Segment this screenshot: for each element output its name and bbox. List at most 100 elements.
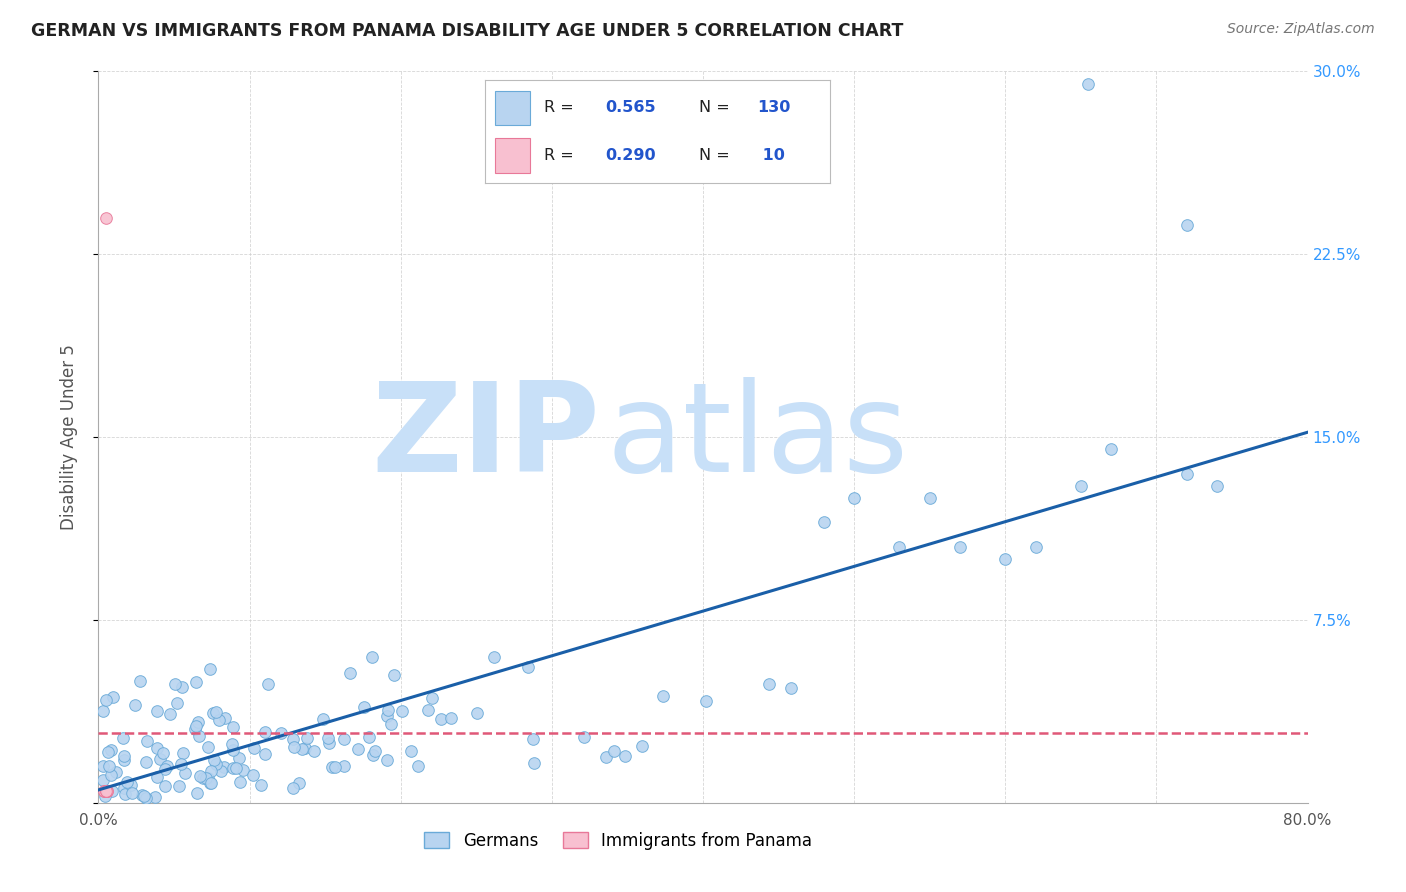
- Point: [281, 780, 304, 795]
- Point: [200, 775, 222, 789]
- Point: [1206, 479, 1229, 493]
- Text: GERMAN VS IMMIGRANTS FROM PANAMA DISABILITY AGE UNDER 5 CORRELATION CHART: GERMAN VS IMMIGRANTS FROM PANAMA DISABIL…: [31, 22, 903, 40]
- Point: [1077, 77, 1099, 91]
- Point: [304, 744, 326, 758]
- Point: [188, 729, 211, 743]
- Bar: [495, 137, 530, 173]
- Text: Source: ZipAtlas.com: Source: ZipAtlas.com: [1227, 22, 1375, 37]
- Point: [311, 712, 333, 726]
- Point: [346, 741, 368, 756]
- Point: [145, 770, 167, 784]
- Point: [429, 712, 451, 726]
- Point: [136, 734, 159, 748]
- Point: [112, 748, 135, 763]
- Point: [242, 740, 264, 755]
- Point: [382, 667, 405, 681]
- Point: [159, 707, 181, 722]
- Point: [166, 697, 188, 711]
- Point: [406, 759, 429, 773]
- Point: [135, 755, 157, 769]
- Point: [222, 743, 245, 757]
- Y-axis label: Disability Age Under 5: Disability Age Under 5: [59, 344, 77, 530]
- Point: [94, 783, 117, 797]
- Point: [94, 783, 117, 797]
- Point: [167, 780, 190, 794]
- Point: [184, 719, 207, 733]
- Point: [101, 690, 124, 704]
- Point: [172, 746, 194, 760]
- Point: [375, 708, 398, 723]
- Point: [1175, 467, 1198, 481]
- Point: [202, 753, 225, 767]
- Point: [221, 737, 243, 751]
- Point: [889, 540, 911, 554]
- Point: [114, 787, 136, 801]
- Text: 0.290: 0.290: [606, 148, 657, 162]
- Point: [91, 704, 114, 718]
- Point: [135, 791, 157, 805]
- Point: [253, 724, 276, 739]
- Point: [195, 771, 218, 785]
- Point: [253, 747, 276, 762]
- Point: [124, 698, 146, 713]
- Point: [380, 717, 402, 731]
- Point: [332, 731, 354, 746]
- Point: [949, 540, 972, 554]
- Point: [209, 764, 232, 778]
- Text: N =: N =: [699, 101, 734, 115]
- Point: [94, 783, 117, 797]
- Point: [205, 756, 228, 771]
- Point: [143, 790, 166, 805]
- Point: [295, 731, 318, 745]
- Point: [399, 744, 422, 758]
- Point: [112, 781, 135, 796]
- Point: [517, 659, 540, 673]
- Point: [204, 706, 226, 720]
- Text: 130: 130: [758, 101, 790, 115]
- Point: [422, 690, 444, 705]
- Point: [1070, 479, 1092, 493]
- Point: [294, 741, 316, 756]
- Point: [377, 752, 399, 766]
- Point: [357, 731, 380, 745]
- Point: [170, 757, 193, 772]
- Point: [197, 740, 219, 755]
- Point: [484, 650, 506, 665]
- Point: [522, 732, 544, 747]
- Point: [361, 747, 384, 762]
- Point: [465, 706, 488, 720]
- Point: [201, 706, 224, 720]
- Legend: Germans, Immigrants from Panama: Germans, Immigrants from Panama: [418, 825, 820, 856]
- Point: [174, 765, 197, 780]
- Text: N =: N =: [699, 148, 734, 162]
- Point: [232, 763, 254, 777]
- Point: [129, 673, 152, 688]
- Point: [595, 749, 617, 764]
- Point: [184, 675, 207, 690]
- Point: [631, 739, 654, 753]
- Point: [100, 743, 122, 757]
- Bar: [495, 91, 530, 126]
- Point: [229, 774, 252, 789]
- Point: [523, 756, 546, 770]
- Point: [96, 783, 118, 797]
- Point: [391, 704, 413, 718]
- Point: [149, 752, 172, 766]
- Point: [813, 516, 835, 530]
- Point: [318, 736, 340, 750]
- Point: [146, 741, 169, 756]
- Point: [200, 663, 222, 677]
- Point: [187, 714, 209, 729]
- Text: 10: 10: [758, 148, 785, 162]
- Point: [225, 762, 247, 776]
- Point: [197, 771, 219, 785]
- Point: [112, 731, 135, 745]
- Point: [212, 760, 235, 774]
- Point: [198, 776, 221, 790]
- Point: [291, 742, 314, 756]
- Point: [270, 725, 292, 739]
- Point: [360, 649, 382, 664]
- Point: [155, 762, 177, 776]
- Point: [184, 722, 207, 736]
- Point: [121, 786, 143, 800]
